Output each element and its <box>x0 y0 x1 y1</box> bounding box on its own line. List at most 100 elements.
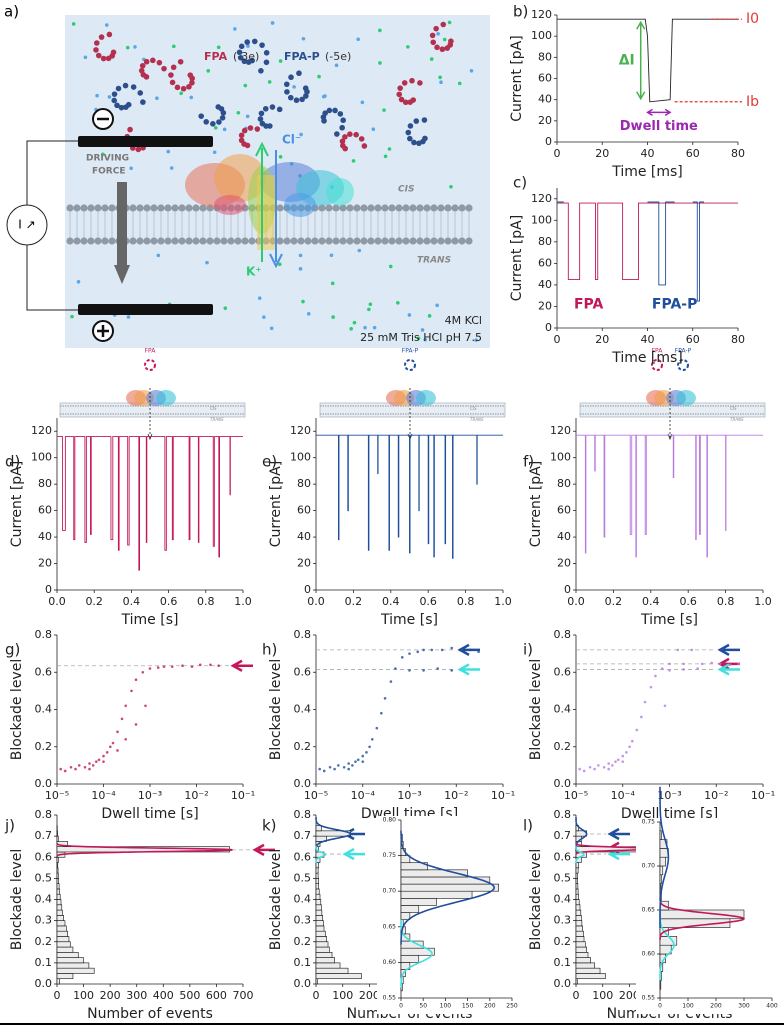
ion-label: K⁺ <box>246 265 262 279</box>
ion <box>329 253 334 258</box>
ion <box>368 302 373 307</box>
y-axis-title: Current [pA] <box>9 461 25 547</box>
molecule-bead <box>259 42 265 48</box>
y-tick-label: 0.8 <box>294 808 312 821</box>
molecule-bead <box>118 104 125 111</box>
side-label: CIS <box>398 185 414 195</box>
molecule-bead <box>358 136 365 142</box>
point <box>111 741 115 745</box>
ion <box>71 22 76 26</box>
y-tick-label: 0.4 <box>35 703 53 716</box>
point <box>116 749 119 752</box>
histogram-bar <box>400 890 473 899</box>
x-tick-label: 0.0 <box>567 595 585 608</box>
point <box>347 767 350 771</box>
y-tick-label: 100 <box>531 213 552 226</box>
fit-curve <box>315 846 327 863</box>
panel-label: j) <box>4 817 15 835</box>
ion <box>457 81 462 86</box>
point <box>607 762 610 765</box>
point <box>578 767 582 771</box>
point <box>649 685 653 689</box>
histogram-bar <box>575 904 581 911</box>
mini-molecule-label: FPA <box>652 348 664 355</box>
level-arrow <box>607 827 630 841</box>
ion <box>447 20 452 25</box>
x-tick-label: 100 <box>73 989 94 1002</box>
mini-side-label: CIS <box>210 406 217 411</box>
y-tick-label: 0.8 <box>35 628 53 641</box>
point <box>400 656 404 659</box>
x-tick-label: 1.0 <box>234 595 252 608</box>
ion <box>257 296 262 300</box>
molecule-bead <box>98 34 105 40</box>
ion <box>278 155 283 159</box>
molecule-bead <box>299 96 305 103</box>
trace <box>557 18 738 103</box>
molecule-bead <box>139 62 146 69</box>
y-tick-label: 0.4 <box>554 703 572 716</box>
point <box>436 667 439 670</box>
ion-label: Cl⁻ <box>282 133 301 147</box>
molecule-bead <box>326 107 333 114</box>
point <box>368 745 371 749</box>
lipid-head <box>290 237 298 245</box>
x-tick-label: 0 <box>399 1003 403 1010</box>
condition: 4M KCl <box>445 314 482 327</box>
ion <box>156 253 161 258</box>
y-tick-label: 0.0 <box>554 777 572 790</box>
lipid-head <box>395 204 403 212</box>
molecule-bead <box>259 120 266 127</box>
lipid-head <box>136 237 144 245</box>
ion <box>442 37 447 42</box>
molecule-bead <box>100 55 107 62</box>
lipid-head <box>143 237 151 245</box>
y-tick-label: 0.6 <box>294 850 312 863</box>
ion <box>189 95 194 100</box>
lipid-head <box>157 237 165 245</box>
molecule-bead <box>430 39 437 46</box>
histogram-bar <box>575 878 578 884</box>
mini-molecule-label: FPA <box>145 348 157 355</box>
y-tick-label: 60 <box>557 504 571 517</box>
panel-label: a) <box>4 3 19 21</box>
lipid-head <box>66 237 74 245</box>
point <box>148 667 152 670</box>
ion <box>330 281 335 286</box>
lipid-head <box>465 237 473 245</box>
point <box>190 665 194 668</box>
molecule-bead <box>411 139 417 146</box>
histogram-bar <box>56 856 59 863</box>
histogram-bar <box>575 978 578 985</box>
point <box>356 758 360 762</box>
y-tick-label: 0 <box>304 583 311 596</box>
ion <box>323 94 327 98</box>
ion <box>387 147 392 151</box>
point <box>477 650 480 654</box>
force-arrow <box>117 182 127 267</box>
y-tick-label: 20 <box>297 557 311 570</box>
series-label: FPA <box>574 296 604 312</box>
lipid-head <box>437 237 445 245</box>
y-tick-label: 40 <box>557 530 571 543</box>
lipid-head <box>402 237 410 245</box>
molecule-bead <box>440 21 447 28</box>
lipid-head <box>199 204 207 212</box>
lipid-head <box>206 237 214 245</box>
molecule-bead <box>258 68 264 74</box>
lipid-head <box>171 204 179 212</box>
lipid-head <box>213 237 221 245</box>
mini-side-label: CIS <box>470 406 477 411</box>
trace <box>576 434 763 558</box>
mini-molecule <box>651 359 663 371</box>
lipid-head <box>129 204 137 212</box>
point <box>375 726 379 730</box>
lipid-head <box>297 237 305 245</box>
x-tick-label: 0.6 <box>160 595 178 608</box>
molecule-bead <box>304 88 310 95</box>
molecule-bead <box>203 119 210 125</box>
molecule-bead <box>244 39 251 45</box>
x-tick-label: 20 <box>595 147 609 160</box>
ion <box>416 336 421 341</box>
point <box>156 666 160 669</box>
